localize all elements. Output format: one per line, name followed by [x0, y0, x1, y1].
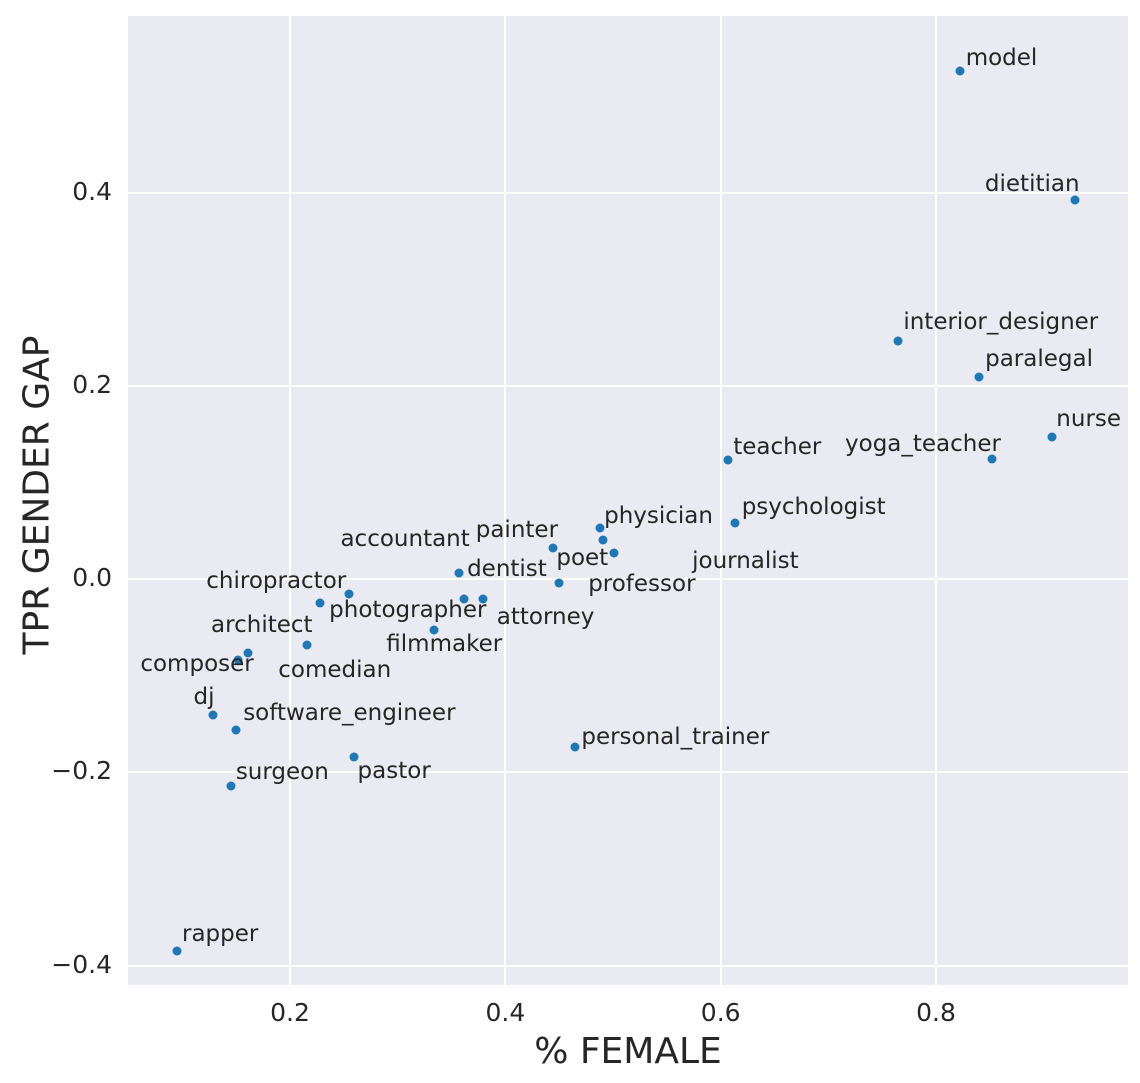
y-tick-label: −0.4: [51, 949, 112, 979]
point-label: accountant: [340, 525, 470, 552]
point-label: psychologist: [741, 494, 886, 521]
point-label: journalist: [692, 548, 799, 575]
point-label: attorney: [496, 603, 595, 630]
point-label: composer: [140, 651, 254, 678]
grid-line-horizontal: [128, 964, 1128, 967]
point-label: yoga_teacher: [845, 431, 1001, 458]
grid-line-vertical: [719, 16, 722, 985]
data-point: [243, 648, 253, 658]
data-point: [233, 655, 243, 665]
data-point: [344, 589, 354, 599]
data-point: [429, 625, 439, 635]
data-point: [208, 710, 218, 720]
grid-line-vertical: [289, 16, 292, 985]
x-tick-label: 0.8: [916, 998, 956, 1027]
data-point: [598, 535, 608, 545]
data-point: [478, 594, 488, 604]
data-point: [955, 66, 965, 76]
data-point: [609, 548, 619, 558]
point-label: comedian: [278, 656, 392, 683]
point-label: nurse: [1056, 406, 1122, 433]
y-tick-label: 0.0: [72, 563, 112, 593]
grid-line-horizontal: [128, 578, 1128, 581]
data-point: [548, 543, 558, 553]
y-tick-label: −0.2: [51, 756, 112, 786]
data-point: [454, 568, 464, 578]
x-tick-label: 0.2: [270, 998, 310, 1027]
point-label: dietitian: [984, 170, 1080, 197]
data-point: [987, 454, 997, 464]
plot-area: [128, 16, 1128, 985]
point-label: architect: [211, 611, 313, 638]
point-label: personal_trainer: [581, 724, 770, 751]
grid-line-horizontal: [128, 191, 1128, 194]
data-point: [302, 640, 312, 650]
data-point: [172, 946, 182, 956]
point-label: dentist: [467, 556, 547, 583]
y-tick-label: 0.4: [72, 176, 112, 206]
point-label: model: [965, 45, 1038, 72]
data-point: [226, 781, 236, 791]
data-point: [1070, 195, 1080, 205]
x-axis-title: % FEMALE: [534, 1031, 722, 1072]
x-tick-label: 0.4: [485, 998, 526, 1027]
point-label: rapper: [181, 921, 259, 948]
y-tick-label: 0.2: [72, 370, 112, 400]
data-point: [1047, 432, 1057, 442]
point-label: pastor: [357, 758, 431, 784]
grid-line-horizontal: [128, 771, 1128, 774]
data-point: [459, 594, 469, 604]
point-label: chiropractor: [206, 567, 347, 594]
point-label: photographer: [329, 597, 487, 624]
point-label: painter: [475, 517, 559, 544]
data-point: [570, 742, 580, 752]
data-point: [974, 372, 984, 382]
point-label: filmmaker: [386, 631, 503, 658]
point-label: poet: [556, 544, 609, 571]
point-label: software_engineer: [243, 699, 456, 726]
point-label: teacher: [733, 434, 822, 461]
data-point: [554, 578, 564, 588]
data-point: [893, 336, 903, 346]
data-point: [349, 752, 359, 762]
x-tick-label: 0.6: [700, 998, 741, 1027]
grid-line-horizontal: [128, 385, 1128, 388]
point-label: interior_designer: [903, 308, 1099, 335]
data-point: [231, 725, 241, 735]
grid-line-vertical: [935, 16, 938, 985]
point-label: dj: [193, 684, 215, 711]
data-point: [315, 598, 325, 608]
grid-line-vertical: [504, 16, 507, 985]
data-point: [723, 455, 733, 465]
data-point: [595, 523, 605, 533]
data-point: [730, 518, 740, 528]
point-label: surgeon: [235, 758, 329, 785]
point-label: physician: [604, 503, 713, 530]
y-axis-title: TPR GENDER GAP: [16, 335, 58, 655]
point-label: paralegal: [985, 346, 1093, 373]
point-label: professor: [588, 571, 696, 598]
